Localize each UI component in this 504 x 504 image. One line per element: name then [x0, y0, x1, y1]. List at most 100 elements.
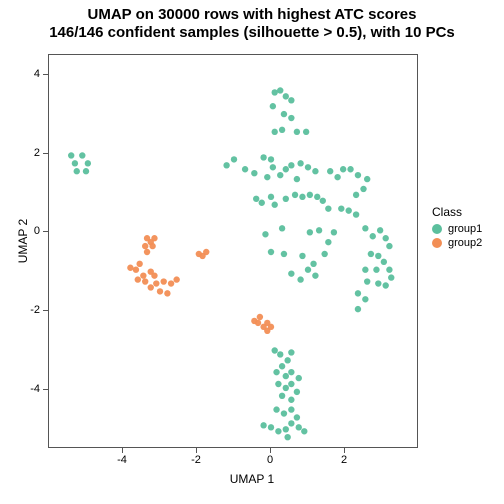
point-group1 [288, 397, 294, 403]
point-group1 [383, 282, 389, 288]
point-group1 [321, 251, 327, 257]
point-group1 [377, 227, 383, 233]
point-group1 [386, 243, 392, 249]
y-axis-label: UMAP 2 [16, 201, 30, 281]
point-group1 [268, 156, 274, 162]
x-tick-label: -4 [117, 454, 127, 466]
point-group2 [133, 267, 139, 273]
point-group1 [305, 164, 311, 170]
point-group1 [251, 170, 257, 176]
y-tick-label: 4 [0, 68, 40, 80]
point-group1 [273, 406, 279, 412]
point-group1 [72, 160, 78, 166]
point-group1 [288, 420, 294, 426]
y-tick-label: 2 [0, 147, 40, 159]
point-group2 [135, 276, 141, 282]
point-group1 [85, 160, 91, 166]
point-group1 [325, 239, 331, 245]
point-group1 [260, 154, 266, 160]
point-group1 [381, 259, 387, 265]
point-group2 [151, 235, 157, 241]
point-group1 [355, 306, 361, 312]
point-group1 [270, 103, 276, 109]
legend-label-group2: group2 [448, 237, 482, 249]
point-group1 [275, 381, 281, 387]
point-group1 [284, 357, 290, 363]
point-group2 [168, 280, 174, 286]
point-group1 [375, 253, 381, 259]
point-group1 [307, 229, 313, 235]
point-group1 [373, 267, 379, 273]
point-group1 [281, 251, 287, 257]
point-group1 [292, 192, 298, 198]
point-group1 [364, 278, 370, 284]
legend-item-group2: group2 [432, 237, 482, 249]
point-group1 [268, 424, 274, 430]
legend: Class group1 group2 [432, 205, 482, 251]
point-group1 [283, 166, 289, 172]
chart-title-line1: UMAP on 30000 rows with highest ATC scor… [0, 6, 504, 24]
point-group1 [299, 253, 305, 259]
point-group1 [370, 233, 376, 239]
point-group1 [362, 225, 368, 231]
point-group1 [312, 272, 318, 278]
point-group1 [253, 196, 259, 202]
point-group1 [283, 426, 289, 432]
point-group2 [255, 320, 261, 326]
x-axis-label: UMAP 1 [0, 472, 504, 486]
point-group1 [297, 160, 303, 166]
point-group1 [279, 363, 285, 369]
point-group1 [294, 176, 300, 182]
point-group1 [231, 156, 237, 162]
point-group1 [288, 115, 294, 121]
point-group2 [257, 314, 263, 320]
point-group1 [388, 274, 394, 280]
point-group1 [264, 174, 270, 180]
point-group1 [277, 87, 283, 93]
point-group2 [157, 288, 163, 294]
legend-title: Class [432, 205, 482, 219]
point-group1 [283, 196, 289, 202]
point-group1 [262, 231, 268, 237]
point-group1 [288, 97, 294, 103]
point-group1 [347, 166, 353, 172]
point-group1 [299, 194, 305, 200]
point-group1 [272, 89, 278, 95]
point-group2 [268, 324, 274, 330]
point-group2 [161, 278, 167, 284]
point-group1 [346, 207, 352, 213]
point-group1 [242, 166, 248, 172]
point-group2 [142, 278, 148, 284]
point-group2 [149, 243, 155, 249]
point-group1 [325, 205, 331, 211]
point-group1 [275, 428, 281, 434]
chart-title-line2: 146/146 confident samples (silhouette > … [0, 24, 504, 42]
point-group1 [268, 194, 274, 200]
point-group2 [136, 261, 142, 267]
point-group1 [296, 375, 302, 381]
y-tick-label: -4 [0, 383, 40, 395]
point-group2 [153, 280, 159, 286]
point-group1 [272, 129, 278, 135]
point-group1 [281, 410, 287, 416]
point-group1 [294, 129, 300, 135]
scatter-points [49, 55, 419, 449]
point-group2 [203, 249, 209, 255]
point-group1 [368, 251, 374, 257]
point-group1 [353, 192, 359, 198]
point-group1 [334, 174, 340, 180]
point-group2 [151, 272, 157, 278]
legend-swatch-group2 [432, 238, 442, 248]
point-group2 [173, 276, 179, 282]
point-group1 [68, 152, 74, 158]
point-group2 [148, 284, 154, 290]
point-group1 [279, 225, 285, 231]
point-group1 [279, 127, 285, 133]
point-group1 [288, 349, 294, 355]
point-group1 [386, 267, 392, 273]
point-group1 [296, 424, 302, 430]
point-group2 [140, 272, 146, 278]
legend-label-group1: group1 [448, 223, 482, 235]
point-group1 [294, 389, 300, 395]
y-tick-label: -2 [0, 304, 40, 316]
